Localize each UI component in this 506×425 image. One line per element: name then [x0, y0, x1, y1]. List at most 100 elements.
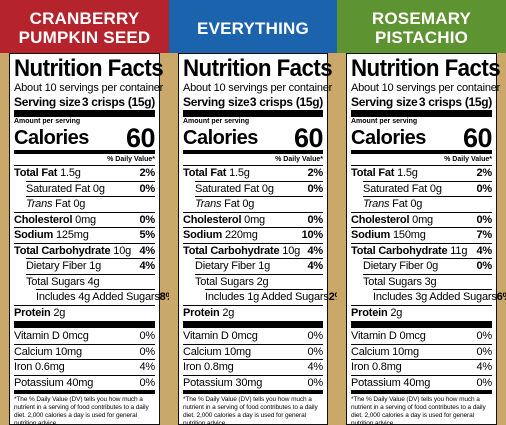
dietary-fiber-dv: 4%	[139, 260, 156, 272]
amount-per-serving: Amount per serving	[183, 118, 250, 125]
divider	[183, 110, 323, 117]
saturated-fat-row: Saturated Fat 0g 0%	[195, 180, 324, 197]
vitamin-d-dv: 0%	[307, 330, 324, 342]
dietary-fiber-row: Dietary Fiber 1g 4%	[195, 258, 323, 274]
divider	[183, 321, 323, 328]
calories-value: 60	[462, 123, 493, 153]
trans-fat-amount: Fat 0g	[224, 198, 255, 210]
added-sugars-row: Includes 1g Added Sugars 2%	[205, 289, 337, 305]
calories-value: 60	[125, 123, 156, 153]
label-title: Nutrition Facts	[183, 55, 333, 82]
trans-fat-label: Trans	[363, 198, 390, 210]
carbohydrate-dv: 4%	[476, 244, 493, 257]
protein-row: Protein 2g	[351, 304, 492, 321]
total-fat-row: Total Fat 1.5g 2%	[351, 165, 492, 181]
sodium-row: Sodium 220mg 10%	[183, 227, 323, 243]
protein-amount: 2g	[222, 306, 235, 319]
daily-value-footnote: *The % Daily Value (DV) tells you how mu…	[183, 390, 323, 425]
daily-value-footnote: *The % Daily Value (DV) tells you how mu…	[351, 390, 492, 425]
calcium-row: Calcium 10mg 0%	[351, 343, 492, 360]
nutrition-label: Nutrition Facts About 10 servings per co…	[9, 53, 169, 425]
label-title: Nutrition Facts	[14, 55, 164, 82]
total-sugars-row: Total Sugars 3g	[363, 273, 492, 290]
iron-dv: 4%	[476, 361, 493, 373]
trans-fat-row: Trans Fat 0g	[363, 196, 492, 212]
saturated-fat-label: Saturated Fat 0g	[195, 182, 274, 195]
vitamin-d-label: Vitamin D 0mcg	[183, 330, 258, 342]
serving-size-label: Serving size	[14, 95, 81, 109]
total-carbohydrate-row: Total Carbohydrate 11g 4%	[351, 242, 493, 259]
cholesterol-dv: 0%	[307, 213, 324, 226]
serving-size-row: Serving size 3 crisps (15g)	[14, 95, 155, 109]
amount-per-serving: Amount per serving	[14, 118, 81, 125]
servings-per-container: About 10 servings per container	[183, 82, 333, 94]
potassium-dv: 0%	[307, 376, 324, 389]
flavor-band	[0, 0, 169, 53]
iron-dv: 4%	[307, 361, 324, 373]
panel-rosemary-pistachio: ROSEMARY PISTACHIO Nutrition Facts About…	[337, 0, 506, 425]
iron-dv: 4%	[139, 361, 156, 373]
potassium-dv: 0%	[139, 376, 156, 389]
dietary-fiber-dv: 0%	[476, 260, 493, 272]
servings-per-container: About 10 servings per container	[14, 82, 164, 94]
total-sugars-row: Total Sugars 2g	[195, 273, 323, 290]
iron-label: Iron 0.6mg	[14, 361, 65, 373]
total-fat-amount: 1.5g	[397, 167, 418, 179]
saturated-fat-label: Saturated Fat 0g	[26, 182, 105, 195]
iron-label: Iron 0.8mg	[351, 361, 402, 373]
flavor-name: ROSEMARY PISTACHIO	[371, 9, 472, 47]
cholesterol-row: Cholesterol 0mg 0%	[183, 211, 324, 228]
dietary-fiber-dv: 4%	[307, 260, 324, 272]
total-fat-amount: 1.5g	[60, 167, 81, 179]
protein-amount: 2g	[390, 306, 403, 319]
saturated-fat-dv: 0%	[139, 182, 156, 195]
sodium-label: Sodium	[14, 229, 54, 241]
total-sugars-label: Total Sugars 4g	[26, 275, 100, 288]
sodium-amount: 220mg	[225, 229, 258, 241]
calcium-dv: 0%	[139, 345, 156, 358]
sodium-label: Sodium	[351, 229, 391, 241]
servings-per-container: About 10 servings per container	[351, 82, 501, 94]
divider	[351, 110, 492, 117]
potassium-dv: 0%	[476, 376, 493, 389]
potassium-row: Potassium 40mg 0%	[351, 374, 493, 391]
calories-value: 60	[293, 123, 324, 153]
serving-size-row: Serving size 3 crisps (15g)	[351, 95, 492, 109]
dietary-fiber-row: Dietary Fiber 1g 4%	[26, 258, 155, 274]
sodium-amount: 125mg	[56, 229, 89, 241]
total-fat-row: Total Fat 1.5g 2%	[14, 165, 155, 181]
calories-row: Calories 60	[14, 123, 156, 153]
protein-label: Protein	[351, 306, 388, 319]
carbohydrate-amount: 11g	[450, 244, 468, 257]
dietary-fiber-label: Dietary Fiber 1g	[26, 260, 102, 272]
potassium-label: Potassium 40mg	[14, 376, 94, 389]
trans-fat-row: Trans Fat 0g	[26, 196, 155, 212]
dietary-fiber-row: Dietary Fiber 0g 0%	[363, 258, 492, 274]
serving-size-value: 3 crisps (15g)	[81, 95, 155, 109]
amount-per-serving: Amount per serving	[351, 118, 418, 125]
total-carbohydrate-row: Total Carbohydrate 10g 4%	[183, 242, 323, 259]
flavor-name: CRANBERRY PUMPKIN SEED	[18, 9, 151, 47]
flavor-name: EVERYTHING	[197, 18, 309, 38]
cholesterol-row: Cholesterol 0mg 0%	[14, 211, 155, 228]
saturated-fat-dv: 0%	[307, 182, 324, 195]
total-sugars-row: Total Sugars 4g	[26, 273, 155, 290]
dietary-fiber-label: Dietary Fiber 1g	[195, 260, 271, 272]
daily-value-header: % Daily Value*	[183, 150, 323, 165]
potassium-label: Potassium 30mg	[183, 376, 263, 389]
sodium-amount: 150mg	[393, 229, 426, 241]
panel-everything: EVERYTHING Nutrition Facts About 10 serv…	[169, 0, 337, 425]
dietary-fiber-label: Dietary Fiber 0g	[363, 260, 439, 272]
daily-value-header: % Daily Value*	[351, 150, 492, 165]
cholesterol-amount: 0mg	[244, 213, 265, 226]
calcium-label: Calcium 10mg	[351, 345, 419, 358]
calcium-dv: 0%	[307, 345, 324, 358]
sodium-dv: 10%	[301, 229, 324, 241]
vitamin-d-dv: 0%	[476, 330, 493, 342]
iron-row: Iron 0.8mg 4%	[183, 359, 323, 375]
total-sugars-label: Total Sugars 2g	[195, 275, 269, 288]
divider	[351, 321, 492, 328]
cholesterol-amount: 0mg	[75, 213, 96, 226]
protein-row: Protein 2g	[183, 304, 323, 321]
